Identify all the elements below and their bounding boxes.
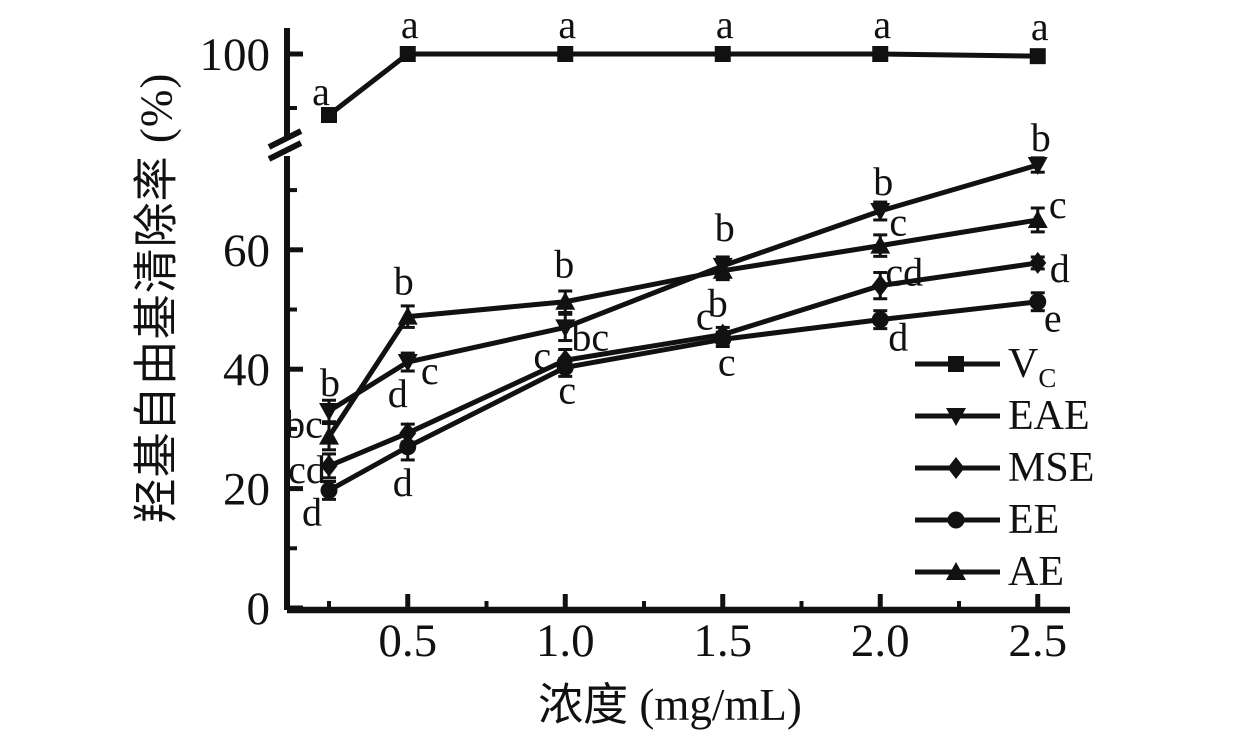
significance-label: bc — [285, 402, 323, 447]
significance-label: b — [554, 242, 574, 287]
significance-label: a — [558, 2, 576, 47]
series-AE-marker — [319, 426, 339, 445]
axis-ticks: 0.5 1.0 1.5 2.0 2.5 0 20 40 60 100 — [200, 29, 1068, 667]
series-VC-marker — [399, 46, 416, 62]
legend-triangle-up-icon — [946, 562, 966, 580]
series-EE-marker — [714, 330, 732, 348]
series-EAE-marker — [1027, 157, 1048, 176]
y-tick-label: 60 — [223, 225, 270, 277]
legend-label: EE — [1008, 497, 1059, 543]
significance-label: c — [718, 339, 736, 384]
series-MSE-marker — [320, 454, 338, 477]
legend-item-MSE: MSE — [915, 445, 1094, 491]
legend-square-icon — [948, 356, 964, 372]
series-VC-line — [327, 51, 1038, 117]
series-EE-marker — [1029, 293, 1047, 311]
significance-label: b — [873, 159, 893, 204]
significance-label: b — [320, 360, 340, 405]
significance-label: c — [558, 367, 576, 412]
significance-label: b — [394, 259, 414, 304]
series-AE: bcb bbc c — [285, 182, 1067, 452]
series-EAE-marker — [319, 402, 339, 421]
series-AE-marker — [870, 235, 891, 254]
series-EE-line — [327, 299, 1039, 493]
y-axis-title: 羟基自由基清除率 (%) — [131, 72, 182, 524]
series-VC-marker — [714, 46, 731, 62]
series-VC-marker — [1029, 48, 1046, 65]
series-AE-marker — [712, 260, 733, 279]
significance-label: b — [708, 281, 728, 326]
series-AE-marker — [555, 291, 576, 310]
significance-label: c — [1049, 182, 1067, 227]
series-EE-marker — [871, 311, 889, 329]
series-VC-marker — [872, 46, 889, 62]
significance-label: d — [302, 489, 322, 534]
legend-item-EAE: EAE — [915, 393, 1090, 439]
series-EAE-line — [327, 162, 1039, 414]
series-VC: a a a a a a — [312, 2, 1049, 124]
series-MSE-line — [328, 260, 1039, 469]
x-tick-label: 2.5 — [1008, 615, 1067, 667]
significance-label: d — [388, 371, 408, 416]
legend-item-EE: EE — [915, 497, 1059, 543]
axes — [267, 28, 1070, 614]
significance-label: c — [421, 348, 439, 393]
legend-diamond-icon — [947, 457, 965, 479]
series-AE-marker — [397, 306, 418, 325]
significance-label: a — [873, 2, 891, 47]
series-EE-marker — [320, 481, 338, 499]
legend-label: MSE — [1008, 445, 1094, 491]
legend-item-VC: VC — [915, 341, 1056, 393]
x-tick-label: 1.5 — [693, 615, 752, 667]
series-MSE-marker — [871, 274, 889, 297]
significance-label: d — [393, 460, 413, 505]
significance-label: c — [533, 333, 551, 378]
series-AE-marker — [1027, 209, 1048, 228]
series-EAE-marker — [555, 319, 576, 338]
x-tick-label: 1.0 — [536, 615, 595, 667]
legend-label: AE — [1008, 549, 1064, 595]
significance-label: a — [1031, 4, 1049, 49]
series-EAE-marker — [397, 354, 418, 373]
significance-label: a — [312, 69, 330, 114]
legend-item-AE: AE — [915, 549, 1064, 595]
series-EE-marker — [556, 358, 574, 376]
y-tick-label: 0 — [247, 583, 271, 635]
series-EAE-marker — [870, 202, 891, 221]
significance-label: b — [715, 205, 735, 250]
series-MSE-marker — [1029, 251, 1047, 274]
significance-label: b — [1031, 115, 1051, 160]
legend-triangle-down-icon — [946, 408, 966, 426]
x-tick-label: 2.0 — [851, 615, 910, 667]
significance-label: e — [1044, 296, 1062, 341]
legend-label: EAE — [1008, 393, 1090, 439]
significance-label: d — [1050, 246, 1070, 291]
legend-circle-icon — [947, 511, 965, 529]
significance-label: d — [888, 315, 908, 360]
significance-label: cd — [885, 250, 923, 295]
series-AE-line — [326, 217, 1039, 439]
series-VC-marker — [557, 46, 574, 62]
significance-label: a — [716, 2, 734, 47]
y-tick-label: 40 — [223, 344, 270, 396]
y-tick-label: 100 — [200, 29, 271, 81]
y-axis-break-mark — [267, 128, 303, 162]
x-tick-label: 0.5 — [378, 615, 437, 667]
significance-label: c — [696, 294, 714, 339]
y-tick-label: 20 — [223, 464, 270, 516]
significance-label: cd — [288, 447, 326, 492]
series-EE-marker — [399, 438, 417, 456]
x-axis-title: 浓度 (mg/mL) — [538, 680, 802, 730]
series-VC-marker — [321, 107, 337, 124]
significance-label: a — [401, 2, 419, 47]
legend-label: VC — [1008, 341, 1056, 393]
significance-label: c — [889, 200, 907, 245]
